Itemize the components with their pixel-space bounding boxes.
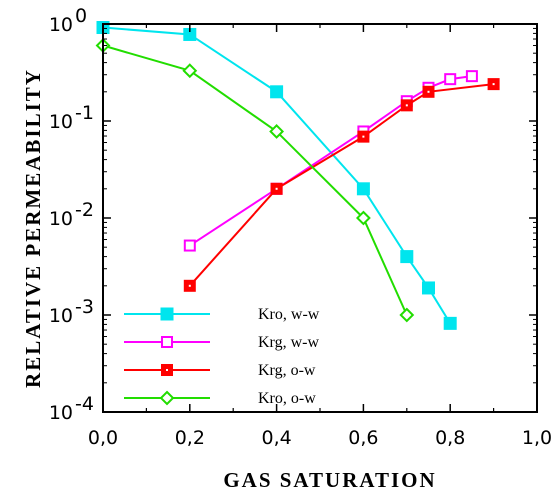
legend-entry: Kro, o-w [124, 390, 316, 407]
data-point [269, 124, 285, 139]
legend-entry: Krg, o-w [124, 362, 316, 379]
legend-marker [161, 336, 173, 348]
legend-label: Krg, w-w [258, 334, 319, 351]
legend-label: Krg, o-w [258, 362, 316, 379]
legend-marker [159, 390, 175, 406]
y-axis-title: RELATIVE PERMEABILITY [21, 68, 45, 388]
x-tick-label: 0,8 [435, 427, 465, 449]
x-tick-label: 0,4 [261, 427, 291, 449]
series-line [189, 83, 494, 287]
y-tick-exponent: -2 [75, 199, 94, 221]
legend-entry: Krg, w-w [124, 334, 319, 351]
data-point [356, 182, 370, 196]
data-point [399, 307, 415, 323]
y-tick-exponent: -1 [75, 102, 94, 124]
x-tick-label: 0,0 [88, 427, 118, 449]
data-point [444, 73, 457, 86]
x-tick-label: 1,0 [522, 427, 551, 449]
y-tick-label: 10 [49, 111, 73, 133]
y-tick-label: 10 [49, 14, 73, 36]
legend-marker [161, 364, 173, 376]
series-3 [95, 38, 415, 323]
data-point [183, 279, 196, 292]
data-point [400, 99, 413, 112]
data-point [182, 63, 198, 79]
data-point [355, 210, 371, 226]
y-tick-exponent: -4 [75, 393, 94, 415]
data-point [270, 85, 284, 99]
x-tick-label: 0,6 [348, 427, 378, 449]
x-axis-title: GAS SATURATION [223, 468, 436, 492]
series-0 [96, 21, 457, 330]
series-line [102, 44, 408, 316]
y-tick-exponent: 0 [75, 5, 87, 27]
data-point [183, 239, 196, 252]
legend-entry: Kro, w-w [124, 306, 320, 323]
y-tick-label: 10 [49, 305, 73, 327]
legend-marker [160, 307, 174, 321]
data-point [443, 316, 457, 330]
data-point [422, 85, 435, 98]
plot-frame [102, 23, 538, 413]
data-point [487, 78, 500, 91]
y-tick-exponent: -3 [75, 296, 94, 318]
data-point [422, 281, 435, 295]
series-2 [183, 78, 500, 292]
x-tick-label: 0,2 [175, 427, 205, 449]
data-point [270, 182, 283, 195]
series-line [189, 75, 473, 247]
data-point [400, 250, 414, 264]
data-point [465, 70, 478, 83]
legend-label: Kro, w-w [258, 306, 320, 323]
series-line [102, 26, 452, 324]
legend: Kro, w-w Krg, w-w Krg, o-w Kro, o-w [124, 306, 320, 407]
data-point [357, 130, 370, 143]
plot-series [95, 21, 500, 330]
legend-label: Kro, o-w [258, 390, 316, 407]
y-tick-label: 10 [49, 402, 73, 424]
y-tick-label: 10 [49, 208, 73, 230]
